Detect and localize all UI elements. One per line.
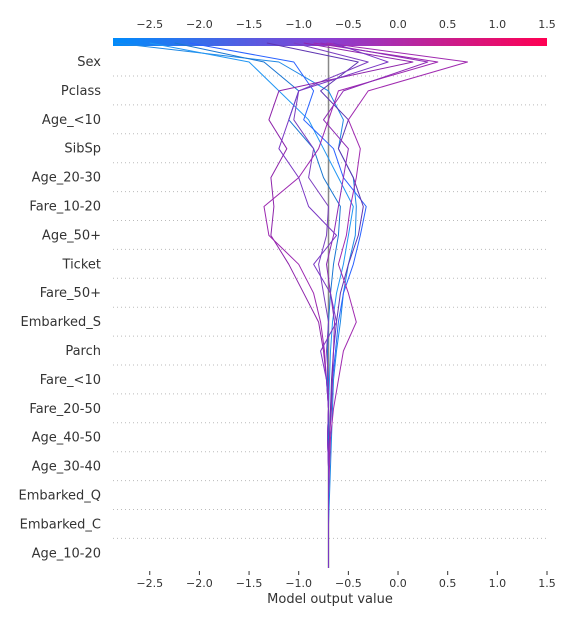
top-tick-label: 1.0 <box>489 18 507 31</box>
colorbar <box>113 38 547 46</box>
bottom-tick-label: −1.5 <box>236 577 263 590</box>
bottom-tick-label: 0.0 <box>389 577 407 590</box>
top-tick-label: −1.5 <box>236 18 263 31</box>
top-tick-label: −2.0 <box>186 18 213 31</box>
bottom-tick-label: −2.0 <box>186 577 213 590</box>
series-line <box>149 42 354 568</box>
feature-label: Fare_<10 <box>40 373 101 388</box>
x-axis-title: Model output value <box>267 592 393 607</box>
bottom-tick-label: 1.0 <box>489 577 507 590</box>
feature-label: Embarked_S <box>20 315 101 330</box>
feature-label: Embarked_C <box>20 517 101 532</box>
feature-label: Fare_10-20 <box>29 200 101 215</box>
feature-label: Sex <box>77 55 101 70</box>
bottom-tick-label: −2.5 <box>136 577 163 590</box>
top-tick-label: −0.5 <box>335 18 362 31</box>
bottom-tick-label: −1.0 <box>285 577 312 590</box>
feature-label: Embarked_Q <box>19 489 102 504</box>
feature-labels: Sex Pclass Age_<10 SibSp Age_20-30 Fare_10-20… <box>19 55 102 561</box>
feature-label: SibSp <box>64 142 101 157</box>
feature-label: Fare_50+ <box>40 286 101 301</box>
top-tick-label: 0.5 <box>439 18 457 31</box>
feature-label: Age_50+ <box>42 228 101 243</box>
feature-label: Age_<10 <box>42 113 101 128</box>
series-line <box>320 42 429 568</box>
series-line <box>174 42 341 568</box>
feature-label: Parch <box>65 344 101 359</box>
feature-label: Age_20-30 <box>32 171 101 186</box>
feature-label: Ticket <box>62 257 101 272</box>
bottom-tick-label: 0.5 <box>439 577 457 590</box>
feature-label: Fare_20-50 <box>29 402 101 417</box>
feature-label: Pclass <box>61 84 101 99</box>
feature-label: Age_10-20 <box>32 546 101 561</box>
top-tick-label: 0.0 <box>389 18 407 31</box>
series-lines <box>114 42 468 568</box>
series-line <box>326 42 468 568</box>
feature-label: Age_30-40 <box>32 460 101 475</box>
series-line <box>114 42 357 568</box>
bottom-tick-label: 1.5 <box>538 577 556 590</box>
bottom-axis: −2.5 −2.0 −1.5 −1.0 −0.5 0.0 0.5 1.0 1.5 <box>136 571 556 590</box>
top-tick-label: −2.5 <box>136 18 163 31</box>
feature-label: Age_40-50 <box>32 431 101 446</box>
top-tick-label: −1.0 <box>285 18 312 31</box>
top-axis: −2.5 −2.0 −1.5 −1.0 −0.5 0.0 0.5 1.0 1.5 <box>136 18 555 31</box>
series-line <box>189 42 367 568</box>
series-line <box>293 42 369 568</box>
bottom-tick-label: −0.5 <box>335 577 362 590</box>
top-tick-label: 1.5 <box>538 18 556 31</box>
series-line <box>278 42 389 568</box>
